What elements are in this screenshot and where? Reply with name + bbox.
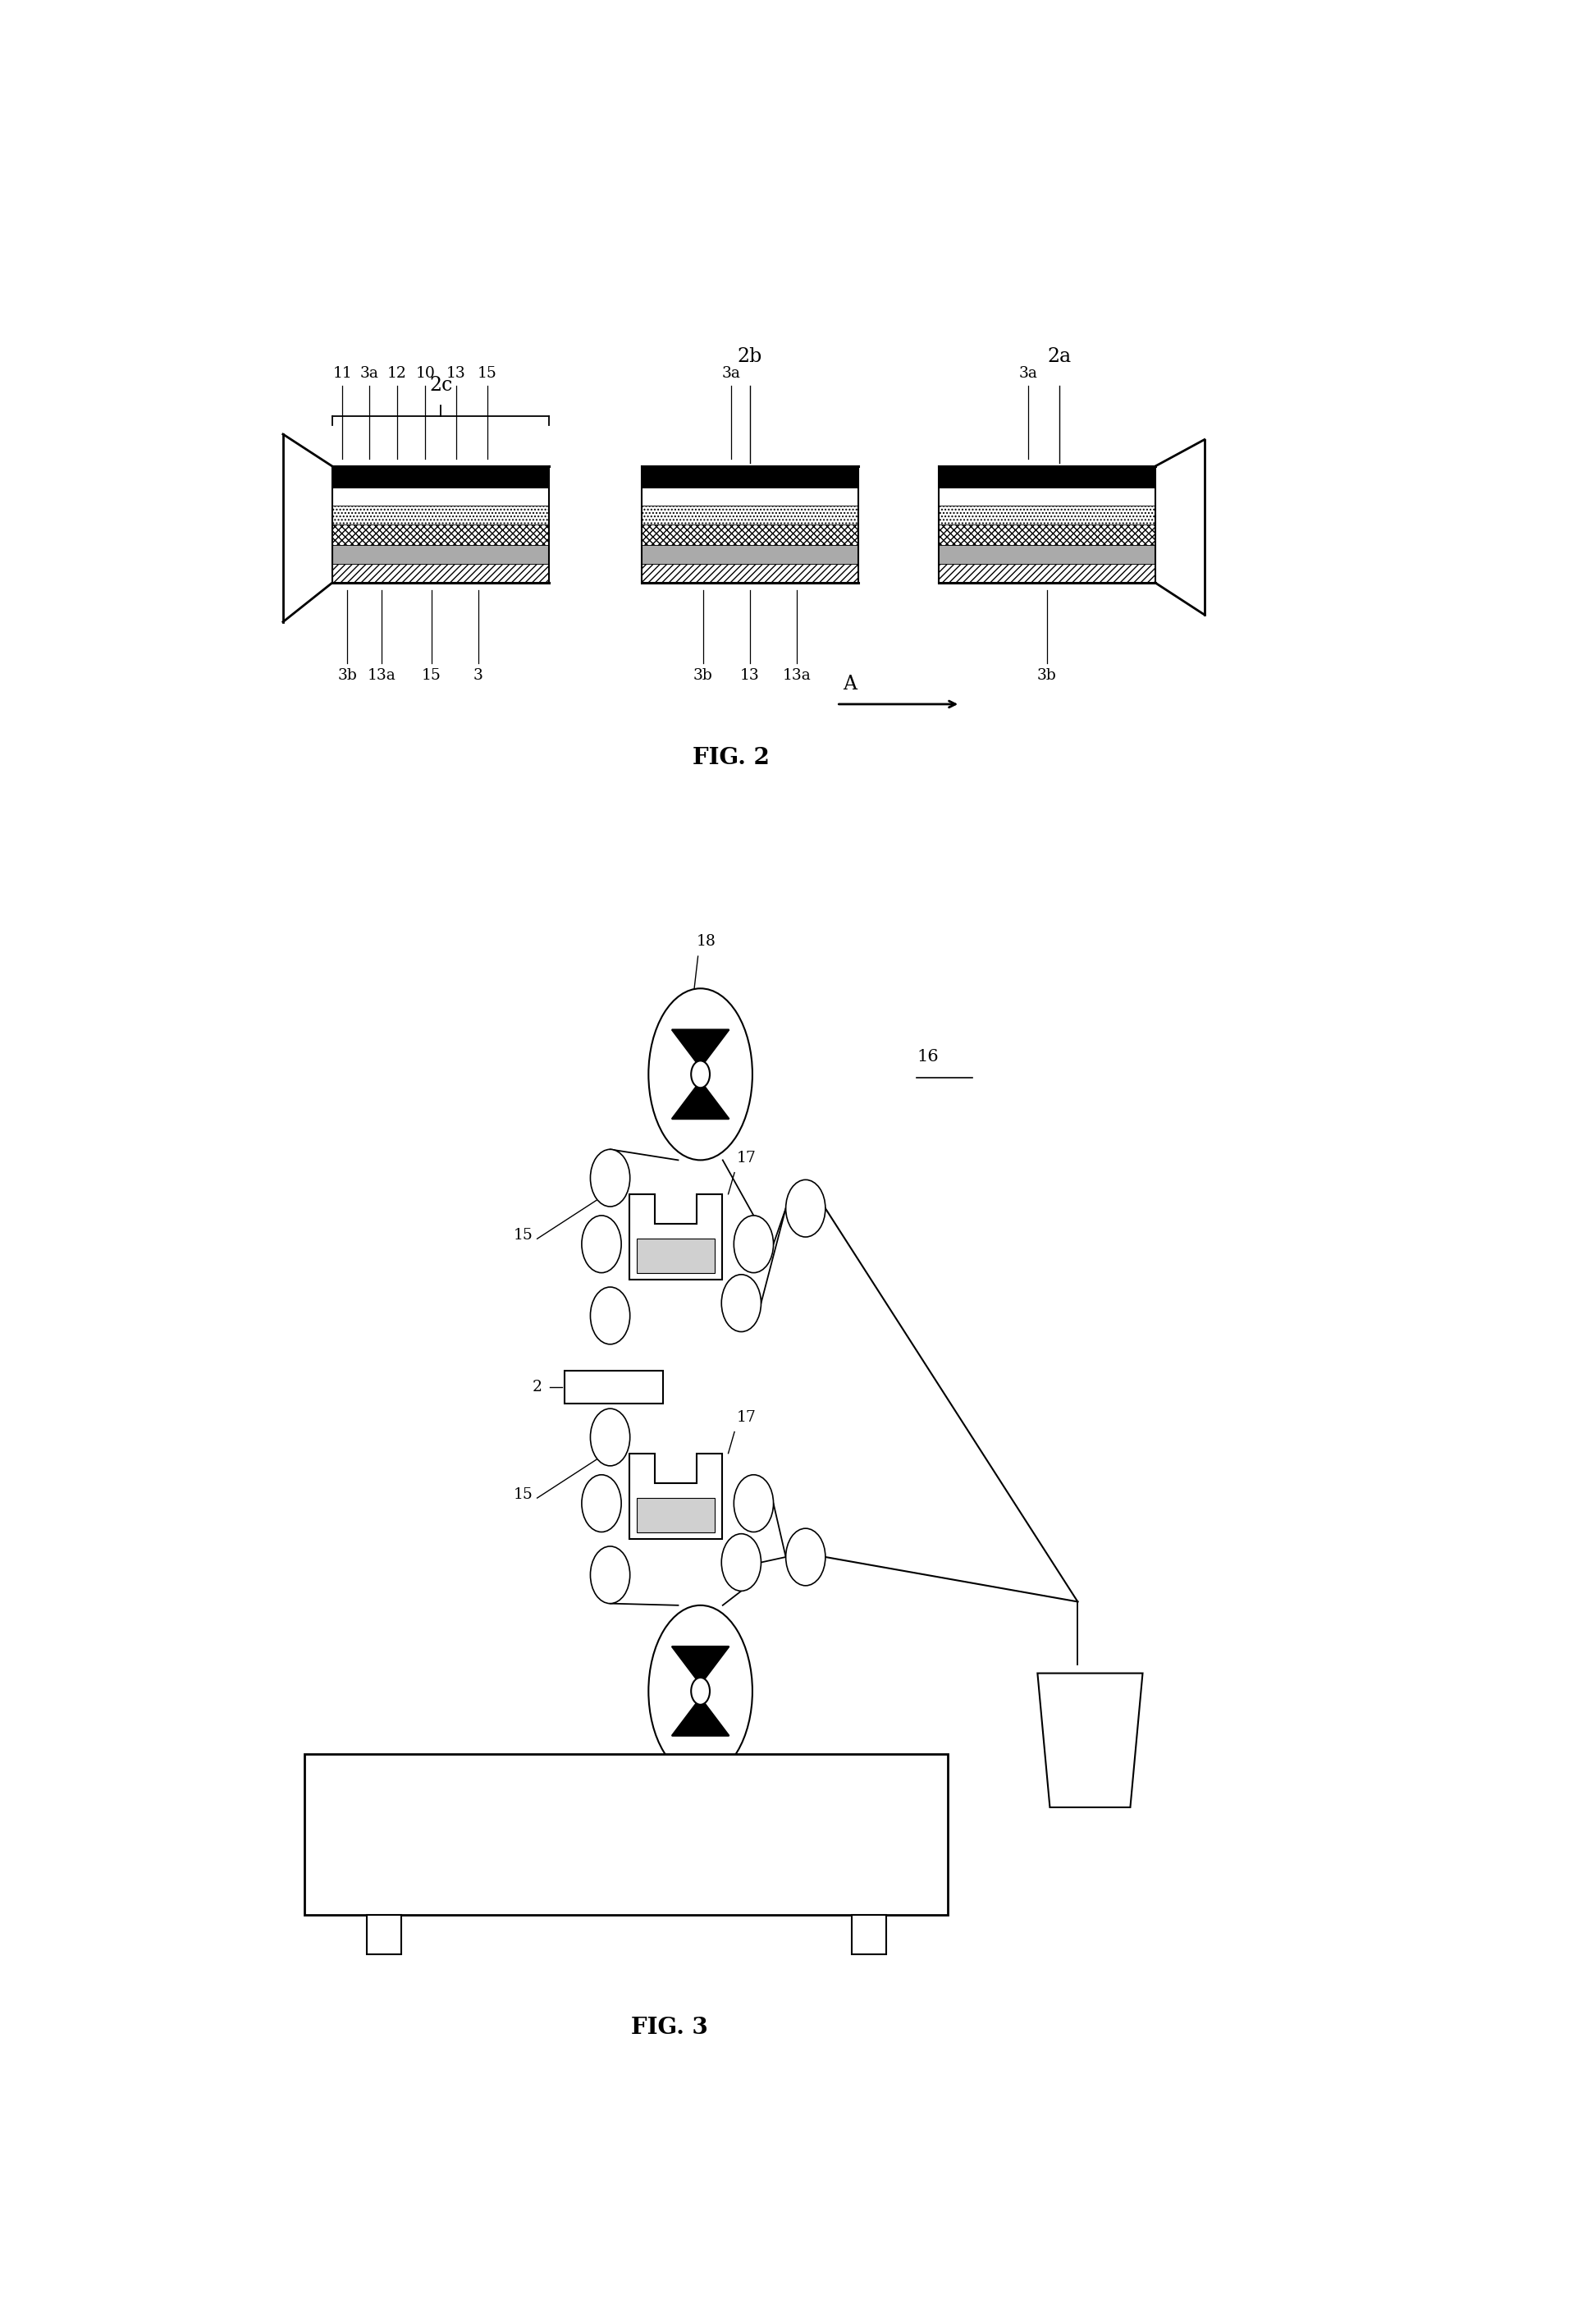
Text: 3b: 3b xyxy=(1037,669,1057,683)
Bar xyxy=(938,546,1156,564)
Ellipse shape xyxy=(648,1605,752,1776)
Text: 13: 13 xyxy=(447,367,466,381)
Circle shape xyxy=(785,1528,825,1586)
Bar xyxy=(642,467,859,488)
Circle shape xyxy=(734,1214,774,1272)
Bar xyxy=(642,506,859,525)
Circle shape xyxy=(721,1275,761,1333)
Circle shape xyxy=(591,1409,630,1465)
Text: 2a: 2a xyxy=(1047,348,1071,367)
Text: 3a: 3a xyxy=(1018,367,1037,381)
Text: 17: 17 xyxy=(737,1152,757,1166)
Text: 15: 15 xyxy=(514,1486,533,1502)
Bar xyxy=(938,488,1156,506)
Text: 3: 3 xyxy=(474,669,484,683)
Bar xyxy=(332,564,549,583)
Bar xyxy=(305,1753,948,1916)
Circle shape xyxy=(691,1061,710,1087)
Text: A: A xyxy=(843,676,857,694)
Polygon shape xyxy=(672,1697,729,1737)
Text: 3b: 3b xyxy=(693,669,713,683)
Bar xyxy=(642,564,859,583)
Bar xyxy=(851,1916,886,1953)
Text: FIG. 2: FIG. 2 xyxy=(693,748,769,769)
Text: 15: 15 xyxy=(514,1228,533,1242)
Polygon shape xyxy=(672,1029,729,1068)
Text: 10: 10 xyxy=(415,367,436,381)
Circle shape xyxy=(591,1149,630,1207)
Circle shape xyxy=(734,1474,774,1533)
Polygon shape xyxy=(672,1082,729,1119)
Bar xyxy=(642,525,859,546)
Polygon shape xyxy=(672,1646,729,1683)
Bar xyxy=(637,1498,715,1533)
Circle shape xyxy=(691,1676,710,1704)
Text: 18: 18 xyxy=(697,933,717,950)
Text: 11: 11 xyxy=(332,367,353,381)
Bar xyxy=(637,1238,715,1272)
Bar xyxy=(938,506,1156,525)
Circle shape xyxy=(591,1546,630,1605)
Text: 17: 17 xyxy=(737,1409,757,1426)
Text: 2: 2 xyxy=(533,1379,543,1396)
Text: 15: 15 xyxy=(421,669,440,683)
Text: 12: 12 xyxy=(386,367,407,381)
Bar xyxy=(642,546,859,564)
Bar xyxy=(332,546,549,564)
Circle shape xyxy=(581,1214,621,1272)
Circle shape xyxy=(591,1286,630,1344)
Circle shape xyxy=(721,1535,761,1591)
Bar xyxy=(642,488,859,506)
Polygon shape xyxy=(1037,1674,1143,1807)
Polygon shape xyxy=(629,1194,721,1279)
Text: 15: 15 xyxy=(477,367,496,381)
Text: 18: 18 xyxy=(723,1809,742,1823)
Text: FIG. 3: FIG. 3 xyxy=(630,2015,709,2039)
Circle shape xyxy=(581,1474,621,1533)
Bar xyxy=(367,1916,401,1953)
Bar xyxy=(938,467,1156,488)
Text: 13a: 13a xyxy=(782,669,811,683)
Circle shape xyxy=(785,1180,825,1238)
Text: 2c: 2c xyxy=(429,376,452,395)
Text: 13: 13 xyxy=(741,669,760,683)
Text: 2b: 2b xyxy=(737,348,763,367)
Ellipse shape xyxy=(648,989,752,1161)
Bar xyxy=(938,525,1156,546)
Text: 16: 16 xyxy=(916,1050,938,1063)
Bar xyxy=(332,488,549,506)
Bar xyxy=(332,506,549,525)
Text: 13a: 13a xyxy=(367,669,396,683)
Text: 3a: 3a xyxy=(361,367,378,381)
Bar xyxy=(938,564,1156,583)
Text: 3a: 3a xyxy=(721,367,741,381)
Text: 3b: 3b xyxy=(337,669,358,683)
Bar xyxy=(565,1370,664,1402)
Polygon shape xyxy=(629,1454,721,1539)
Bar xyxy=(332,525,549,546)
Bar xyxy=(332,467,549,488)
